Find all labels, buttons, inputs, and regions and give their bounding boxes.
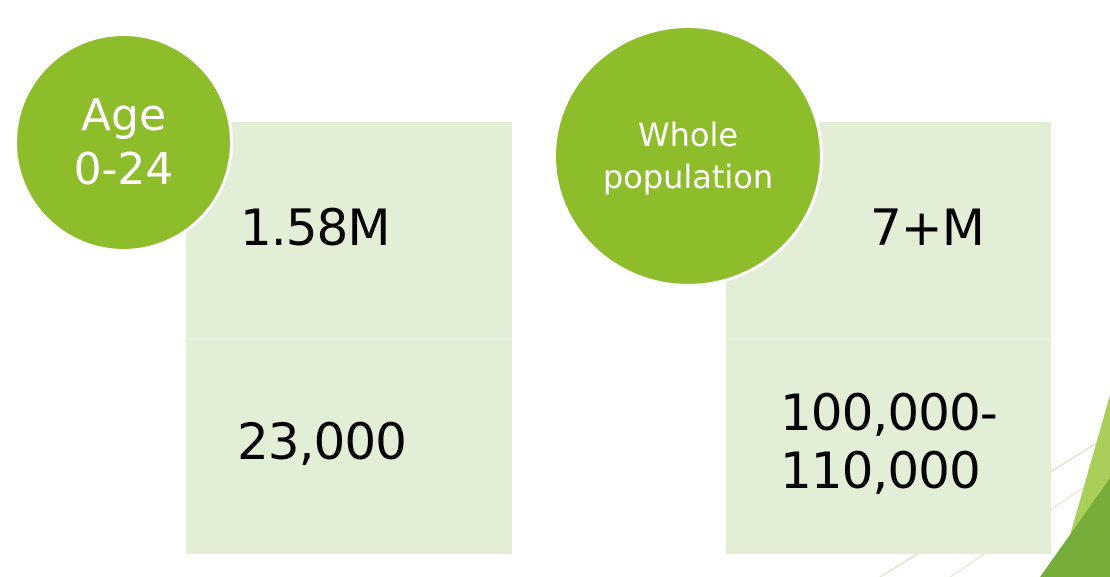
age-circle-line: 0-24	[73, 143, 174, 195]
left-value-bottom: 23,000	[237, 413, 407, 471]
population-circle-line: population	[602, 158, 774, 196]
age-circle: Age 0-24	[14, 33, 233, 252]
panel-divider	[186, 338, 512, 340]
age-circle-label: Age 0-24	[74, 89, 174, 197]
right-value-line: 110,000	[780, 442, 981, 500]
population-circle-label: Whole population	[603, 114, 773, 198]
right-value-line: 100,000-	[780, 384, 998, 442]
right-value-top: 7+M	[870, 199, 985, 257]
left-panel	[186, 122, 512, 554]
panel-divider	[726, 338, 1051, 340]
left-value-top: 1.58M	[240, 199, 390, 257]
right-value-bottom: 100,000- 110,000	[780, 384, 998, 500]
deco-triangle	[1040, 478, 1110, 577]
age-circle-line: Age	[80, 89, 167, 141]
population-circle-line: Whole	[637, 116, 739, 154]
population-circle: Whole population	[553, 25, 823, 287]
